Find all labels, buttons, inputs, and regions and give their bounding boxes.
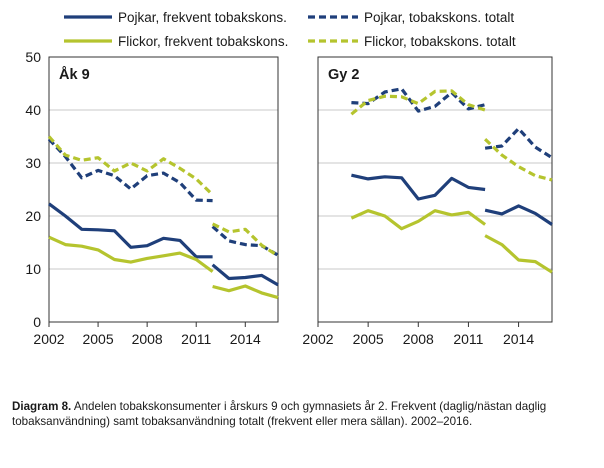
- x-tick-label: 2005: [353, 331, 384, 347]
- panel-åk-9: 0 10 20 30 40 50 2002 2005 2008 2011 2014 Åk 9: [25, 49, 279, 347]
- legend-item-pojkar-frekvent-tobakskons: Pojkar, frekvent tobakskons.: [64, 10, 287, 25]
- panel-title: Gy 2: [328, 67, 359, 83]
- series-line-flickor-frekvent-tobakskons-seg2: [212, 284, 279, 300]
- series-line-pojkar-frekvent-tobakskons-seg1: [48, 202, 213, 259]
- legend-label: Pojkar, frekvent tobakskons.: [118, 10, 287, 25]
- x-tick-label: 2005: [82, 331, 113, 347]
- panel-title: Åk 9: [59, 66, 90, 83]
- legend-label: Flickor, frekvent tobakskons.: [118, 34, 288, 49]
- series-line-flickor-frekvent-tobakskons-seg1: [350, 209, 487, 231]
- series-line-pojkar-tobakskons-totalt-seg2: [211, 225, 279, 257]
- y-tick-label: 0: [33, 314, 41, 330]
- legend-label: Flickor, tobakskons. totalt: [364, 34, 516, 49]
- series-line-pojkar-tobakskons-totalt-seg2: [484, 127, 553, 160]
- y-tick-label: 20: [25, 208, 41, 224]
- series-line-flickor-tobakskons-totalt-seg2: [484, 138, 553, 182]
- x-tick-label: 2002: [302, 331, 333, 347]
- x-tick-label: 2011: [453, 331, 483, 347]
- y-tick-label: 10: [25, 261, 41, 277]
- series-line-pojkar-frekvent-tobakskons-seg2: [484, 204, 553, 226]
- y-tick-label: 50: [25, 49, 41, 65]
- x-tick-label: 2002: [33, 331, 64, 347]
- x-tick-label: 2008: [132, 331, 163, 347]
- plot-frame: [48, 56, 279, 323]
- legend-label: Pojkar, tobakskons. totalt: [364, 10, 514, 25]
- panel-gy-2: 2002 2005 2008 2011 2014 Gy 2: [302, 56, 553, 347]
- y-tick-label: 30: [25, 155, 41, 171]
- caption-label: Diagram 8.: [12, 400, 72, 413]
- caption-text: Andelen tobakskonsumenter i årskurs 9 oc…: [12, 400, 547, 428]
- x-tick-label: 2011: [181, 331, 211, 347]
- series-line-pojkar-frekvent-tobakskons-seg1: [351, 173, 486, 201]
- series-line-flickor-tobakskons-totalt-seg2: [211, 222, 279, 258]
- series-line-flickor-tobakskons-totalt-seg1: [47, 135, 214, 196]
- chart: Pojkar, frekvent tobakskons. Pojkar, toba…: [25, 10, 553, 347]
- x-tick-label: 2008: [403, 331, 434, 347]
- legend-item-flickor-frekvent-tobakskons: Flickor, frekvent tobakskons.: [64, 34, 288, 49]
- series-line-flickor-frekvent-tobakskons-seg1: [48, 235, 214, 273]
- legend-item-pojkar-tobakskons-totalt: Pojkar, tobakskons. totalt: [308, 10, 514, 25]
- series-line-pojkar-frekvent-tobakskons-seg2: [211, 263, 279, 287]
- x-tick-label: 2014: [230, 331, 261, 347]
- plot-frame: [317, 56, 553, 323]
- y-tick-label: 40: [25, 102, 41, 118]
- series-line-pojkar-tobakskons-totalt-seg1: [47, 138, 213, 203]
- figure-caption: Diagram 8. Andelen tobakskonsumenter i å…: [12, 399, 584, 429]
- series-line-flickor-frekvent-tobakskons-seg2: [484, 234, 553, 274]
- legend-item-flickor-tobakskons-totalt: Flickor, tobakskons. totalt: [308, 34, 516, 49]
- x-tick-label: 2014: [503, 331, 534, 347]
- series-line-flickor-tobakskons-totalt-seg1: [350, 89, 486, 116]
